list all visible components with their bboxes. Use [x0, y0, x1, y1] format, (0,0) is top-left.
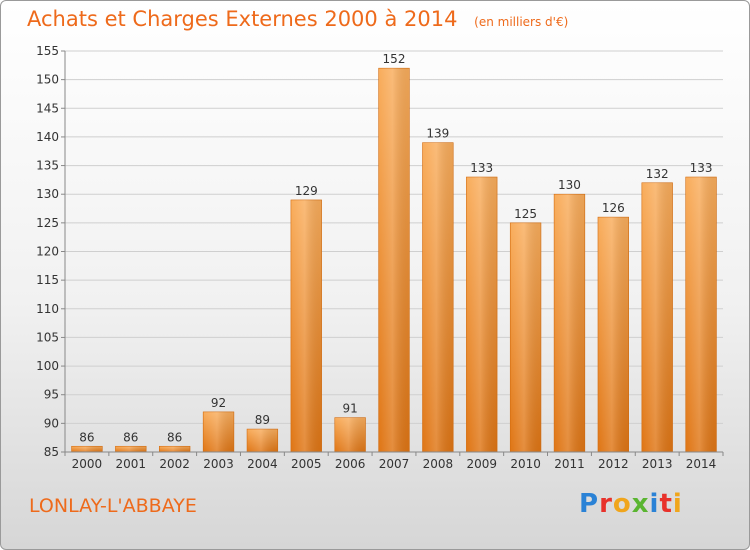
x-tick-label-2006: 2006 — [335, 457, 366, 471]
bar-shine-2010 — [510, 222, 541, 452]
y-tick-label: 145 — [36, 101, 59, 115]
x-tick-label-2014: 2014 — [686, 457, 717, 471]
x-tick-label-2012: 2012 — [598, 457, 629, 471]
bar-shine-2000 — [71, 446, 103, 452]
y-tick-label: 115 — [36, 273, 59, 287]
data-label-2000: 86 — [79, 430, 94, 444]
y-tick-label: 90 — [44, 416, 59, 430]
y-tick-label: 150 — [36, 73, 59, 87]
bars: 86 86 86 92 89 129 91 152 139 133 125 130 126 132 133 — [71, 52, 717, 453]
x-tick-label-2010: 2010 — [510, 457, 541, 471]
x-tick-label-2013: 2013 — [642, 457, 673, 471]
y-tick-label: 85 — [44, 445, 59, 459]
x-tick-label-2011: 2011 — [554, 457, 585, 471]
data-label-2012: 126 — [602, 201, 625, 215]
data-label-2005: 129 — [295, 184, 318, 198]
chart-unit: (en milliers d'€) — [474, 15, 569, 29]
bar-shine-2007 — [378, 68, 410, 452]
bar-shine-2005 — [290, 199, 322, 452]
y-tick-label: 135 — [36, 159, 59, 173]
data-label-2011: 130 — [558, 178, 581, 192]
bar-chart: 85 90 95 100 105 110 115 120 125 130 135 140 145 150 1… — [36, 44, 724, 471]
y-tick-label: 130 — [36, 187, 59, 201]
x-tick-label-2002: 2002 — [159, 457, 190, 471]
bar-shine-2014 — [685, 177, 717, 452]
x-tick-label-2000: 2000 — [72, 457, 103, 471]
axes — [64, 51, 723, 453]
data-label-2001: 86 — [123, 430, 138, 444]
y-tick-label: 100 — [36, 359, 59, 373]
x-axis-ticks: 2000 2001 2002 2003 2004 2005 2006 2007 2008 2009… — [64, 452, 724, 471]
x-tick-label-2009: 2009 — [466, 457, 497, 471]
data-label-2003: 92 — [211, 396, 226, 410]
data-label-2002: 86 — [167, 430, 182, 444]
data-label-2007: 152 — [383, 52, 406, 66]
data-label-2014: 133 — [690, 161, 713, 175]
x-tick-label-2007: 2007 — [379, 457, 410, 471]
x-tick-label-2004: 2004 — [247, 457, 278, 471]
bar-shine-2009 — [466, 177, 498, 452]
y-tick-label: 140 — [36, 130, 59, 144]
y-tick-label: 110 — [36, 302, 59, 316]
y-tick-label: 155 — [36, 44, 59, 58]
bar-shine-2003 — [203, 411, 234, 452]
bar-shine-2012 — [597, 217, 629, 452]
bar-shine-2006 — [334, 417, 366, 452]
x-tick-label-2005: 2005 — [291, 457, 322, 471]
bar-shine-2011 — [554, 194, 585, 452]
data-label-2004: 89 — [255, 413, 270, 427]
proxiti-logo[interactable]: Proxiti — [579, 489, 683, 519]
data-label-2006: 91 — [342, 402, 357, 416]
bar-shine-2002 — [159, 446, 191, 452]
data-label-2013: 132 — [646, 167, 669, 181]
x-tick-label-2008: 2008 — [423, 457, 454, 471]
chart-title: Achats et Charges Externes 2000 à 2014 (… — [27, 7, 568, 31]
data-label-2008: 139 — [426, 127, 449, 141]
data-label-2009: 133 — [470, 161, 493, 175]
y-tick-label: 125 — [36, 216, 59, 230]
x-tick-label-2001: 2001 — [116, 457, 147, 471]
bar-shine-2008 — [422, 142, 454, 452]
x-tick-label-2003: 2003 — [203, 457, 234, 471]
y-tick-label: 120 — [36, 245, 59, 259]
y-axis-ticks: 85 90 95 100 105 110 115 120 125 130 135 140 145 150 1… — [36, 44, 65, 459]
commune-name: LONLAY-L'ABBAYE — [29, 495, 197, 517]
y-tick-label: 95 — [44, 388, 59, 402]
y-tick-label: 105 — [36, 330, 59, 344]
bar-shine-2001 — [115, 446, 147, 452]
bar-shine-2004 — [247, 429, 278, 452]
bar-shine-2013 — [641, 182, 673, 452]
chart-title-text: Achats et Charges Externes 2000 à 2014 — [27, 7, 458, 31]
data-label-2010: 125 — [514, 207, 537, 221]
